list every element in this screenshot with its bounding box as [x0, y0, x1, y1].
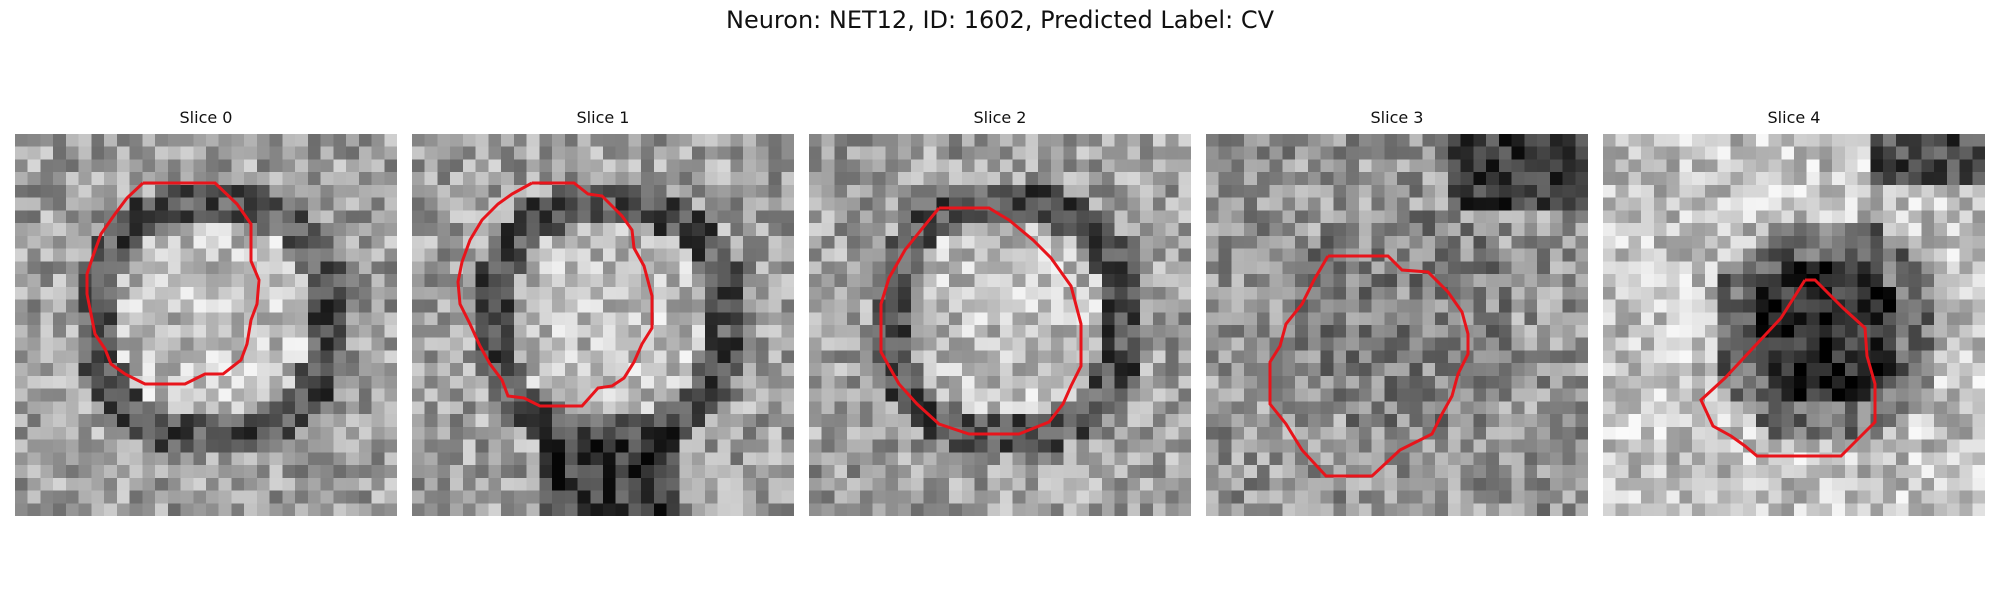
slice-panel-2: Slice 2 — [809, 108, 1191, 516]
contour-overlay — [1268, 254, 1470, 478]
slice-title: Slice 0 — [179, 108, 233, 127]
segmentation-contour — [1268, 254, 1470, 478]
slice-image — [1206, 134, 1588, 516]
slice-title: Slice 4 — [1767, 108, 1821, 127]
figure-title: Neuron: NET12, ID: 1602, Predicted Label… — [726, 6, 1274, 34]
slice-panel-0: Slice 0 — [15, 108, 397, 516]
slice-title: Slice 3 — [1370, 108, 1424, 127]
segmentation-contour — [879, 206, 1083, 436]
segmentation-contour — [85, 181, 261, 386]
slice-title: Slice 2 — [973, 108, 1027, 127]
contour-overlay — [456, 181, 654, 408]
slice-image — [412, 134, 794, 516]
slice-image — [15, 134, 397, 516]
slice-panel-4: Slice 4 — [1603, 108, 1985, 516]
slice-image — [809, 134, 1191, 516]
contour-overlay — [1699, 278, 1877, 458]
slice-image — [1603, 134, 1985, 516]
segmentation-contour — [456, 181, 654, 408]
contour-overlay — [879, 206, 1083, 436]
slice-panel-3: Slice 3 — [1206, 108, 1588, 516]
em-slice-image — [15, 134, 397, 516]
em-slice-image — [1603, 134, 1985, 516]
contour-overlay — [85, 181, 261, 386]
slice-panel-1: Slice 1 — [412, 108, 794, 516]
em-slice-image — [809, 134, 1191, 516]
segmentation-contour — [1699, 278, 1877, 458]
slice-title: Slice 1 — [576, 108, 630, 127]
